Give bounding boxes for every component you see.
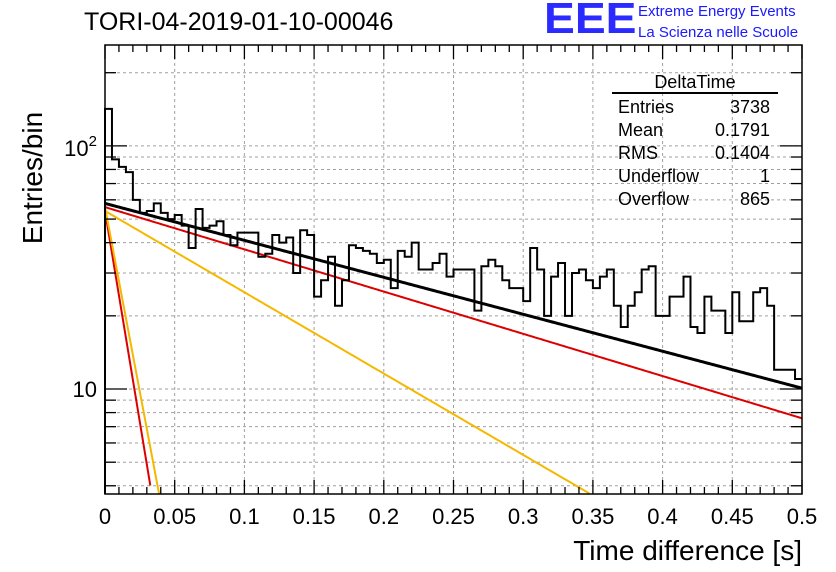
stats-title: DeltaTime — [612, 72, 778, 94]
x-tick-label: 0.2 — [369, 504, 400, 529]
x-tick-label: 0.35 — [571, 504, 614, 529]
stats-rows: Entries 3738 Mean 0.1791 RMS 0.1404 Underflow 1… — [612, 96, 778, 211]
fit-curve-0 — [104, 201, 803, 390]
stats-value: 0.1791 — [714, 120, 770, 140]
logo-line-1: Extreme Energy Events — [638, 3, 796, 20]
x-tick-label: 0.4 — [647, 504, 678, 529]
x-tick-label: 0.5 — [787, 504, 818, 529]
x-tick-label: 0.45 — [711, 504, 754, 529]
stats-label: Underflow — [618, 166, 700, 186]
stats-value: 0.1404 — [714, 143, 770, 163]
stats-label: Entries — [618, 97, 675, 117]
fit-curve-4 — [104, 206, 161, 494]
stats-box: DeltaTime Entries 3738 Mean 0.1791 RMS 0.1404… — [612, 72, 778, 211]
x-tick-label: 0.1 — [229, 504, 260, 529]
stats-value: 3738 — [729, 97, 770, 117]
y-tick-label: 102 — [64, 133, 97, 161]
stats-row-rms: RMS 0.1404 — [612, 142, 778, 165]
y-axis-label: Entries/bin — [17, 112, 48, 244]
fit-curve-1 — [104, 206, 803, 420]
x-tick-label: 0 — [99, 504, 111, 529]
logo-line-2: La Scienza nelle Scuole — [638, 24, 799, 41]
stats-label: RMS — [618, 143, 658, 163]
chart-title: TORI-04-2019-01-10-00046 — [84, 8, 394, 36]
stats-row-entries: Entries 3738 — [612, 96, 778, 119]
stats-label: Mean — [618, 120, 664, 140]
x-tick-label: 0.15 — [293, 504, 336, 529]
axes: 0 0.05 0.1 0.15 0.2 0.25 0.3 0.35 0.4 0.45 0.51010… — [64, 44, 818, 529]
grid-layer — [105, 45, 802, 494]
fit-curve-2 — [104, 210, 152, 486]
stats-row-mean: Mean 0.1791 — [612, 119, 778, 142]
y-tick-label: 10 — [73, 377, 97, 402]
histogram-series — [104, 107, 802, 494]
fit-curve-3 — [104, 210, 590, 495]
x-tick-label: 0.25 — [432, 504, 475, 529]
x-tick-label: 0.05 — [153, 504, 196, 529]
stats-row-underflow: Underflow 1 — [612, 165, 778, 188]
histogram-bars — [104, 107, 802, 494]
fit-curves — [104, 201, 803, 495]
stats-value: 1 — [759, 166, 770, 186]
eee-logo-mark: EEE — [544, 0, 637, 43]
stats-row-overflow: Overflow 865 — [612, 188, 778, 211]
axis-labels: Time difference [s] Entries/bin — [17, 112, 802, 566]
stats-value: 865 — [739, 189, 770, 209]
stats-label: Overflow — [618, 189, 690, 209]
x-tick-label: 0.3 — [508, 504, 539, 529]
x-axis-label: Time difference [s] — [573, 535, 802, 566]
